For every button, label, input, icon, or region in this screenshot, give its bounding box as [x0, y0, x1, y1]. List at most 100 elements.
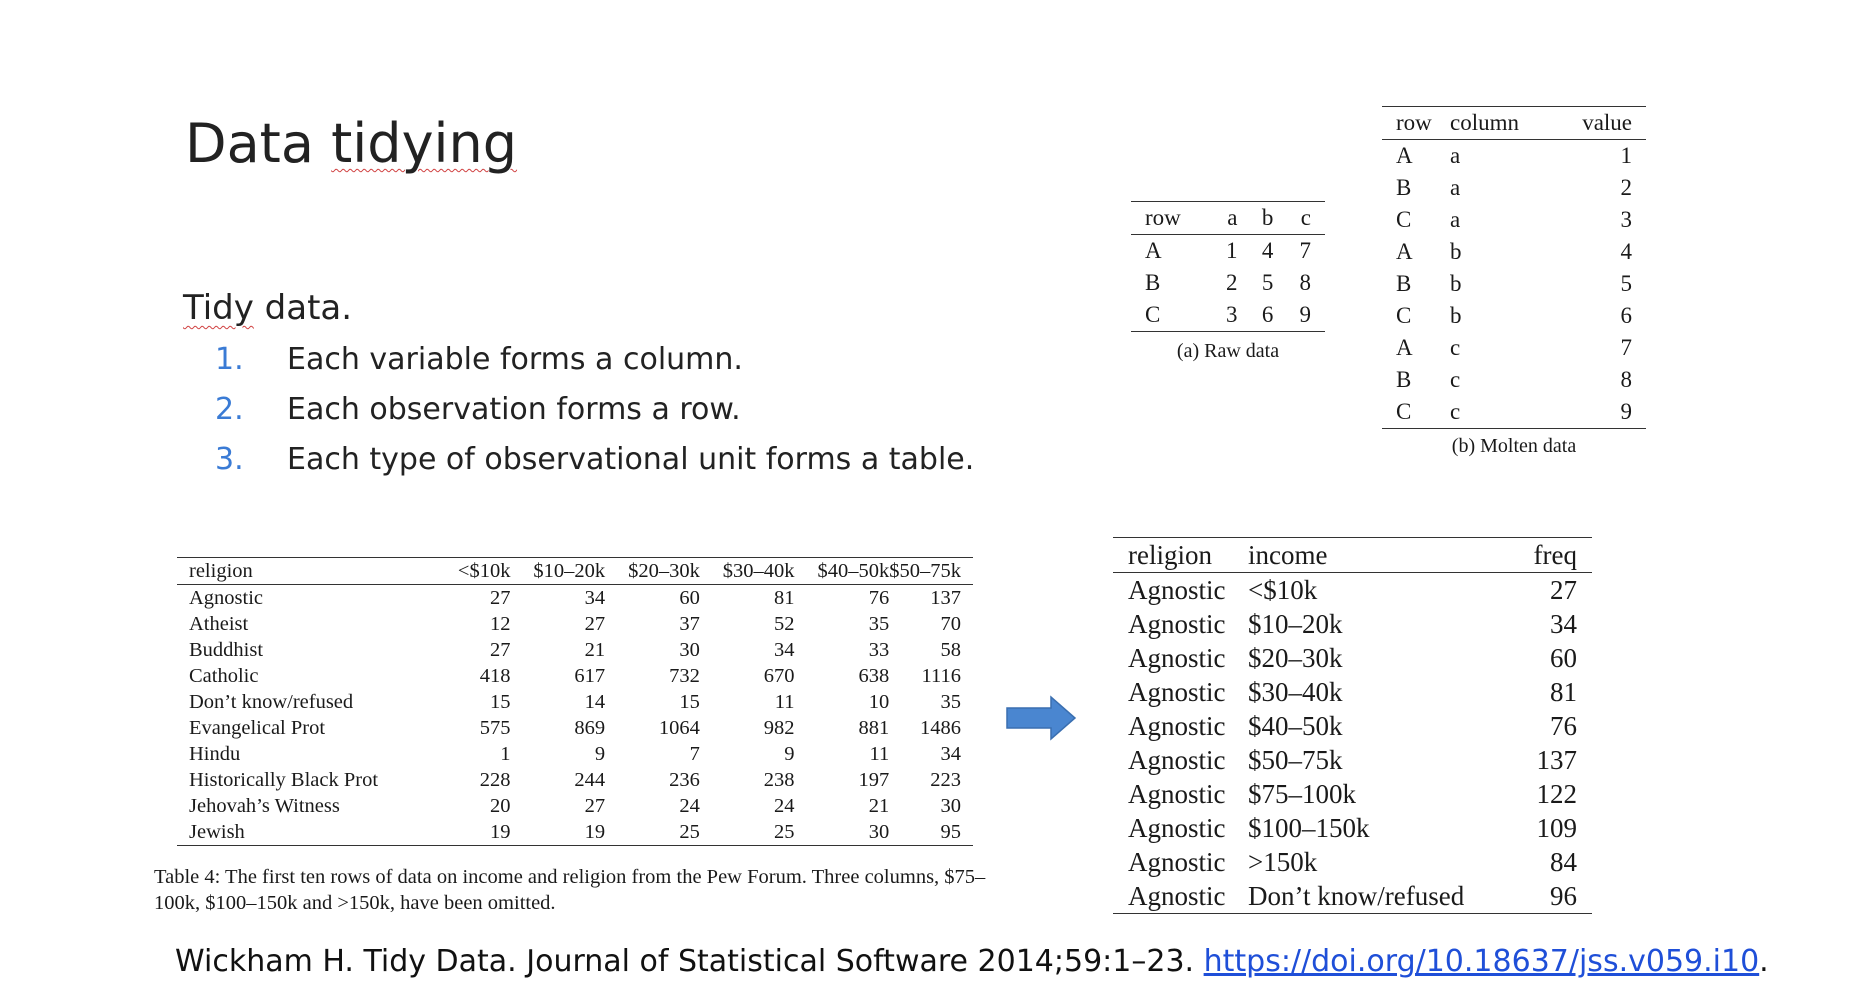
molten-cell: b [1450, 303, 1462, 328]
pew-cell: 11 [774, 691, 795, 713]
molten-cell: 5 [1620, 271, 1633, 296]
molten-cell: 4 [1620, 239, 1633, 264]
long-cell: $40–50k [1248, 711, 1343, 741]
tidy-rule-item: 2. Each observation forms a row. [215, 390, 974, 440]
tidy-rule-text: Each type of observational unit forms a … [287, 442, 975, 477]
long-cell: 84 [1550, 847, 1577, 877]
raw-header-cell: row [1145, 205, 1181, 230]
long-cell: 81 [1550, 677, 1577, 707]
long-cell: Agnostic [1128, 711, 1226, 741]
molten-cell: 7 [1620, 335, 1633, 360]
long-cell: Agnostic [1128, 643, 1226, 673]
molten-cell: 6 [1620, 303, 1633, 328]
molten-cell: 2 [1620, 175, 1633, 200]
long-cell: Agnostic [1128, 745, 1226, 775]
long-cell: 76 [1550, 711, 1577, 741]
table-row: Atheist 12 27 37 52 35 70 [177, 611, 973, 637]
pew-cell: 25 [679, 821, 700, 843]
pew-cell: 24 [774, 795, 795, 817]
molten-cell: c [1450, 399, 1461, 424]
pew-cell: 575 [479, 717, 511, 739]
pew-cell: 19 [489, 821, 511, 843]
pew-cell: 1 [500, 743, 511, 765]
long-cell: $100–150k [1248, 813, 1370, 843]
pew-cell: Evangelical Prot [189, 717, 326, 739]
long-cell: $20–30k [1248, 643, 1343, 673]
pew-cell: Buddhist [189, 639, 264, 661]
molten-cell: C [1396, 207, 1412, 232]
long-cell: $75–100k [1248, 779, 1356, 809]
tidy-rules-list: 1. Each variable forms a column. 2. Each ob… [215, 340, 974, 490]
pew-table-caption: Table 4: The first ten rows of data on i… [154, 866, 986, 914]
pew-cell: 982 [763, 717, 795, 739]
pew-cell: 9 [594, 743, 606, 765]
long-header-cell: income [1248, 540, 1328, 570]
tidy-rule-number: 2. [215, 392, 244, 427]
raw-cell: B [1145, 270, 1161, 295]
pew-cell: Historically Black Prot [189, 769, 379, 791]
raw-cell: 1 [1225, 238, 1238, 263]
long-cell: Agnostic [1128, 813, 1226, 843]
pew-cell: Jewish [189, 821, 245, 843]
molten-cell: a [1450, 175, 1461, 200]
raw-cell: 4 [1261, 238, 1274, 263]
molten-cell: b [1450, 271, 1462, 296]
table-row: Historically Black Prot 228 244 236 238 197 22… [177, 767, 973, 793]
molten-cell: c [1450, 367, 1461, 392]
long-cell: $30–40k [1248, 677, 1343, 707]
pew-cell: 34 [774, 639, 795, 661]
pew-cell: 7 [689, 743, 700, 765]
pew-header-cell: <$10k [457, 560, 511, 582]
tidy-rule-number: 3. [215, 442, 244, 477]
pew-cell: 27 [489, 639, 511, 661]
pew-header-cell: $50–75k [889, 560, 961, 582]
pew-cell: 20 [489, 795, 511, 817]
citation-text: Wickham H. Tidy Data. Journal of Statist… [175, 944, 1204, 979]
raw-cell: A [1145, 238, 1162, 263]
pew-cell: 35 [940, 691, 962, 713]
pew-cell: 9 [784, 743, 795, 765]
pew-cell: 27 [584, 795, 606, 817]
pew-cell: Hindu [189, 743, 241, 765]
slide-title-part2: tidying [331, 112, 518, 175]
pew-cell: 617 [574, 665, 606, 687]
pew-cell: 197 [858, 769, 890, 791]
raw-cell: 2 [1225, 270, 1238, 295]
pew-cell: 60 [679, 587, 700, 609]
pew-cell: 418 [479, 665, 511, 687]
tidy-heading-rest: data. [253, 288, 353, 328]
pew-cell: 238 [763, 769, 795, 791]
pew-cell: 70 [940, 613, 962, 635]
long-cell: 137 [1536, 745, 1578, 775]
pew-cell: 35 [868, 613, 890, 635]
table-row: Don’t know/refused 15 14 15 11 10 35 [177, 689, 973, 715]
molten-cell: a [1450, 207, 1461, 232]
molten-cell: 8 [1620, 367, 1633, 392]
table-row: Agnostic >150k 84 [1113, 845, 1592, 879]
long-cell: $50–75k [1248, 745, 1343, 775]
table-row: Jehovah’s Witness 20 27 24 24 21 30 [177, 793, 973, 819]
tidy-rule-number: 1. [215, 342, 244, 377]
doi-link[interactable]: https://doi.org/10.18637/jss.v059.i10 [1203, 944, 1760, 979]
pew-cell: 732 [669, 665, 700, 687]
pew-cell: 223 [930, 769, 961, 791]
pew-cell: 244 [574, 769, 606, 791]
pew-header-cell: $30–40k [722, 560, 795, 582]
long-header-cell: freq [1533, 540, 1577, 570]
raw-header-cell: c [1300, 205, 1311, 230]
pew-cell: 1064 [658, 717, 700, 739]
pew-cell: 14 [584, 691, 606, 713]
long-cell: 122 [1536, 779, 1578, 809]
pew-cell: 27 [584, 613, 606, 635]
raw-header-cell: a [1227, 205, 1238, 230]
tidy-rule-item: 3. Each type of observational unit forms … [215, 440, 974, 490]
table-row: Hindu 1 9 7 9 11 34 [177, 741, 973, 767]
pew-cell: Atheist [189, 613, 249, 635]
